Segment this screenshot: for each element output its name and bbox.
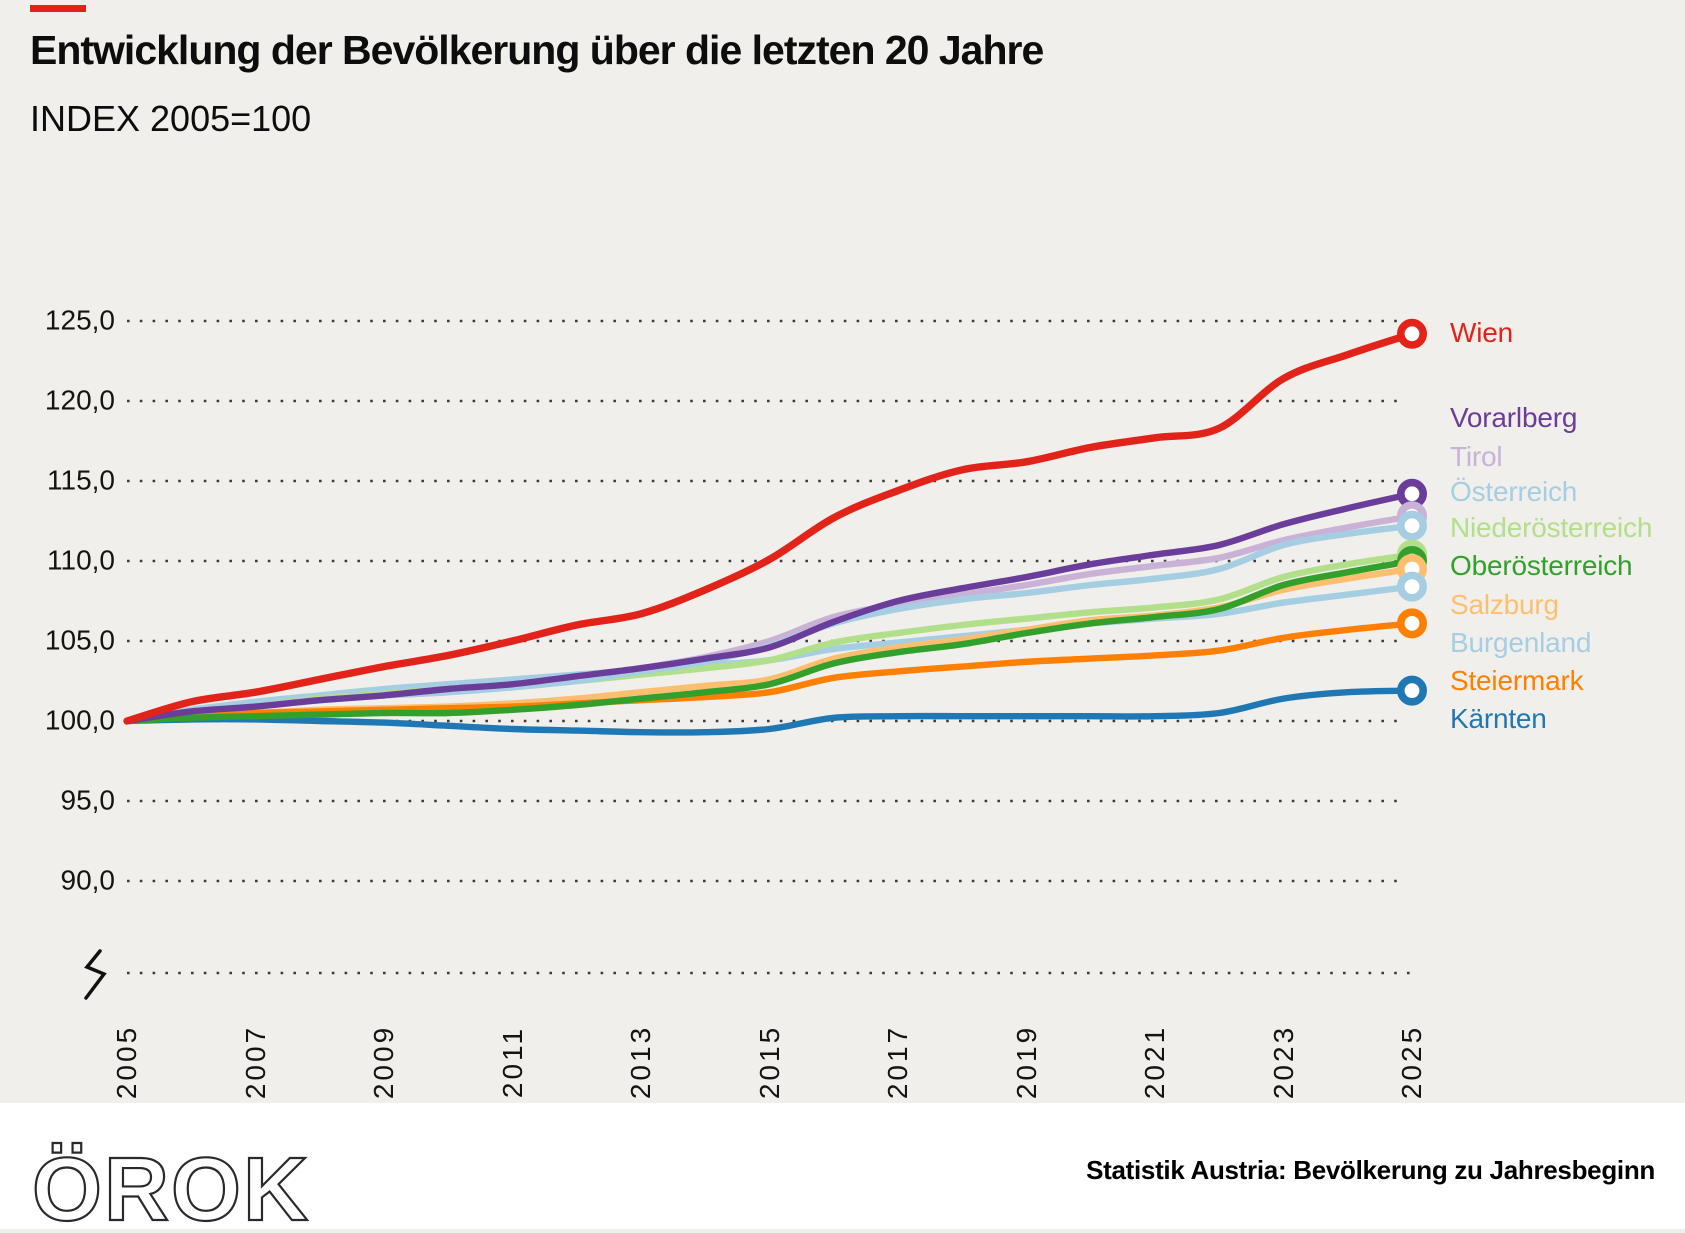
x-axis-tick-label: 2005 [111, 1024, 142, 1100]
y-axis-tick-label: 115,0 [47, 464, 115, 496]
line-wien [123, 330, 1416, 725]
x-axis-tick-label: 2019 [1010, 1024, 1042, 1100]
legend-label-vorarlberg: Vorarlberg [1450, 402, 1578, 433]
x-axis-tick-label: 2007 [239, 1024, 271, 1100]
series-lines [123, 330, 1416, 736]
x-axis-tick-label: 2009 [368, 1024, 399, 1100]
legend-label-salzburg: Salzburg [1450, 589, 1559, 620]
x-axis-tick-label: 2025 [1396, 1024, 1427, 1100]
y-axis-tick-label: 110,0 [47, 544, 115, 576]
chart-title: Entwicklung der Bevölkerung über die let… [30, 27, 1044, 73]
line-kaernten [123, 687, 1416, 736]
legend-label-steiermark: Steiermark [1450, 665, 1584, 696]
endpoint-marker-burgenland [1397, 571, 1428, 602]
x-axis-tick-label: 2013 [625, 1024, 656, 1100]
legend-label-wien: Wien [1450, 317, 1513, 348]
legend-label-burgenland: Burgenland [1450, 627, 1592, 658]
source-text: Statistik Austria: Bevölkerung zu Jahres… [1086, 1155, 1655, 1185]
x-axis-tick-label: 2023 [1267, 1024, 1299, 1100]
orok-logo: ÖROK [31, 1139, 310, 1233]
legend-label-tirol: Tirol [1450, 441, 1503, 472]
legend-label-kaernten: Kärnten [1450, 703, 1547, 734]
orok-logo-text: ÖROK [32, 1140, 310, 1233]
axis-break-icon [84, 949, 107, 1000]
endpoint-marker-kaernten [1397, 675, 1428, 706]
legend-label-oesterreich: Österreich [1450, 476, 1578, 507]
legend-label-niederoesterreich: Niederösterreich [1450, 512, 1653, 543]
y-axis-tick-label: 125,0 [44, 304, 115, 336]
x-axis-tick-label: 2015 [753, 1024, 785, 1100]
footer: ÖROK Statistik Austria: Bevölkerung zu J… [0, 1103, 1685, 1233]
legend-label-oberoesterreich: Oberösterreich [1450, 550, 1633, 581]
x-axis-tick-label: 2021 [1139, 1024, 1170, 1100]
endpoint-marker-oesterreich [1397, 510, 1428, 541]
chart-subtitle: INDEX 2005=100 [30, 98, 312, 139]
y-axis-tick-label: 120,0 [44, 384, 115, 416]
y-axis-tick-label: 105,0 [44, 624, 115, 656]
brand-accent-dash [30, 5, 86, 12]
y-axis-tick-label: 90,0 [60, 864, 116, 896]
endpoint-marker-wien [1397, 318, 1428, 349]
y-axis-tick-label: 100,0 [44, 704, 115, 736]
endpoint-marker-steiermark [1397, 608, 1428, 639]
line-vorarlberg [123, 490, 1416, 725]
x-axis-tick-label: 2017 [882, 1024, 913, 1100]
line-oberoesterreich [123, 557, 1416, 725]
y-axis-tick-label: 95,0 [60, 784, 116, 816]
endpoint-markers [1397, 318, 1428, 706]
x-axis-tick-label: 2011 [496, 1025, 528, 1099]
